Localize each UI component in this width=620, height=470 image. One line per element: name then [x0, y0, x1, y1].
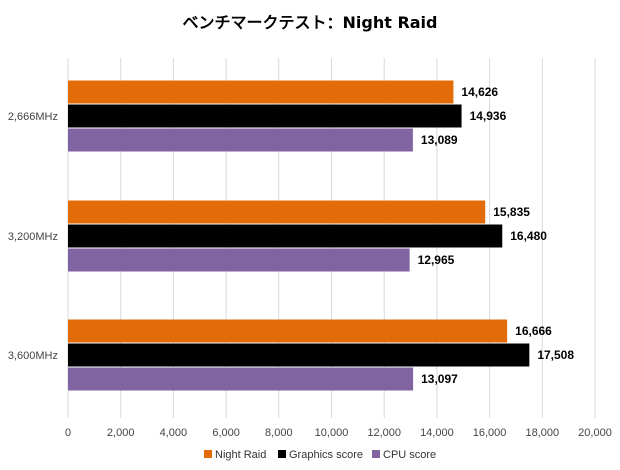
data-label: 14,936: [470, 109, 507, 123]
chart-title: ベンチマークテスト：Night Raid: [183, 13, 438, 32]
data-labels: 14,626 14,936 13,089 15,835 16,480 12,965 16,6…: [418, 85, 575, 386]
bar: [68, 104, 462, 128]
x-tick-label: 0: [65, 427, 71, 439]
bar: [68, 343, 530, 367]
bar: [68, 128, 413, 152]
x-tick-label: 6,000: [212, 427, 240, 439]
data-label: 14,626: [461, 85, 498, 99]
x-tick-label: 20,000: [578, 427, 612, 439]
category-label: 3,200MHz: [8, 231, 58, 243]
category-label: 2,666MHz: [8, 111, 58, 123]
x-tick-label: 18,000: [525, 427, 559, 439]
legend-label: Night Raid: [215, 449, 266, 461]
bar: [68, 224, 503, 248]
x-tick-label: 4,000: [160, 427, 188, 439]
legend-swatch: [278, 450, 286, 458]
category-label: 3,600MHz: [8, 350, 58, 362]
category-labels: 2,666MHz 3,200MHz 3,600MHz: [8, 111, 58, 362]
legend-label: Graphics score: [289, 449, 363, 461]
x-tick-label: 10,000: [315, 427, 349, 439]
legend-swatch: [204, 450, 212, 458]
bar: [68, 319, 508, 343]
x-tick-label: 12,000: [367, 427, 401, 439]
x-axis-ticks: 0 2,000 4,000 6,000 8,000 10,000 12,000 14,000 1…: [65, 427, 612, 439]
legend-label: CPU score: [383, 449, 436, 461]
x-tick-label: 2,000: [107, 427, 135, 439]
legend-swatch: [372, 450, 380, 458]
bar: [68, 367, 414, 391]
data-label: 12,965: [418, 253, 455, 267]
x-tick-label: 8,000: [265, 427, 293, 439]
data-label: 16,666: [515, 324, 552, 338]
bar: [68, 80, 454, 104]
data-label: 13,097: [421, 372, 458, 386]
bar: [68, 200, 486, 224]
data-label: 13,089: [421, 133, 458, 147]
x-tick-label: 14,000: [420, 427, 454, 439]
data-label: 15,835: [493, 205, 530, 219]
data-label: 17,508: [537, 348, 574, 362]
bars: [68, 80, 530, 391]
legend: Night Raid Graphics score CPU score: [204, 449, 436, 461]
bar: [68, 248, 410, 272]
data-label: 16,480: [510, 229, 547, 243]
x-tick-label: 16,000: [473, 427, 507, 439]
